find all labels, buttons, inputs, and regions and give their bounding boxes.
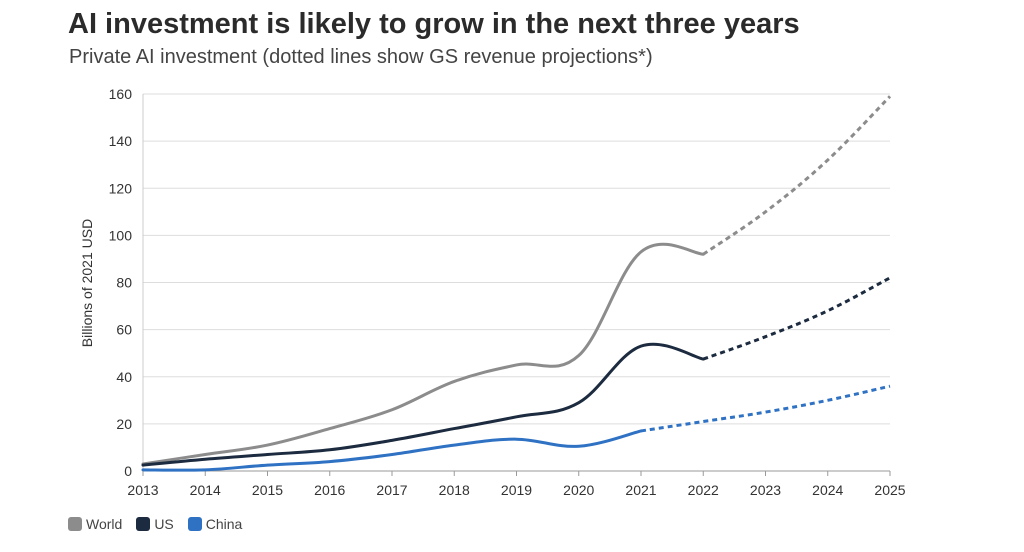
y-tick-label: 20 (116, 416, 132, 432)
x-tick-label: 2020 (563, 482, 594, 498)
legend: World US China (68, 516, 242, 532)
series-projection-china (640, 384, 891, 433)
grid-lines (142, 93, 890, 472)
x-tick-label: 2015 (252, 482, 283, 498)
y-tick-label: 120 (109, 180, 133, 196)
x-tick-label: 2022 (688, 482, 719, 498)
x-tick-labels: 2013 2014 2015 2016 2017 2018 2019 2020 2021 2022… (127, 471, 906, 498)
x-tick-label: 2017 (376, 482, 407, 498)
legend-swatch-world (68, 517, 82, 531)
y-axis-label: Billions of 2021 USD (79, 219, 95, 347)
series-projection-world (702, 95, 892, 256)
x-tick-label: 2013 (127, 482, 158, 498)
legend-label-china: China (205, 516, 243, 532)
chart-subtitle: Private AI investment (dotted lines show… (69, 46, 653, 68)
y-tick-label: 100 (109, 227, 133, 243)
y-tick-label: 160 (109, 86, 133, 102)
legend-label-world: World (86, 516, 123, 532)
legend-item-us: US (136, 516, 174, 532)
x-tick-label: 2016 (314, 482, 345, 498)
y-tick-labels: 0 20 40 60 80 100 120 140 160 (109, 86, 133, 479)
x-tick-label: 2025 (874, 482, 905, 498)
y-tick-label: 0 (124, 463, 132, 479)
y-tick-label: 40 (116, 369, 132, 385)
x-tick-label: 2023 (750, 482, 781, 498)
legend-swatch-china (187, 517, 202, 531)
x-tick-label: 2019 (501, 482, 532, 498)
y-tick-label: 140 (109, 133, 133, 149)
series-line-us (141, 342, 705, 467)
series-line-china (141, 429, 643, 472)
legend-label-us: US (154, 516, 174, 532)
x-tick-label: 2014 (190, 482, 221, 498)
legend-item-china: China (187, 516, 243, 532)
x-tick-label: 2018 (439, 482, 470, 498)
series-line-world (141, 242, 705, 466)
x-tick-label: 2021 (625, 482, 656, 498)
series-projection-us (702, 276, 891, 361)
y-tick-label: 80 (116, 275, 132, 291)
chart-title: AI investment is likely to grow in the n… (68, 8, 800, 40)
series-lines (141, 95, 892, 472)
y-tick-label: 60 (116, 322, 132, 338)
legend-swatch-us (136, 517, 151, 531)
legend-item-world: World (68, 516, 122, 532)
x-tick-label: 2024 (812, 482, 843, 498)
